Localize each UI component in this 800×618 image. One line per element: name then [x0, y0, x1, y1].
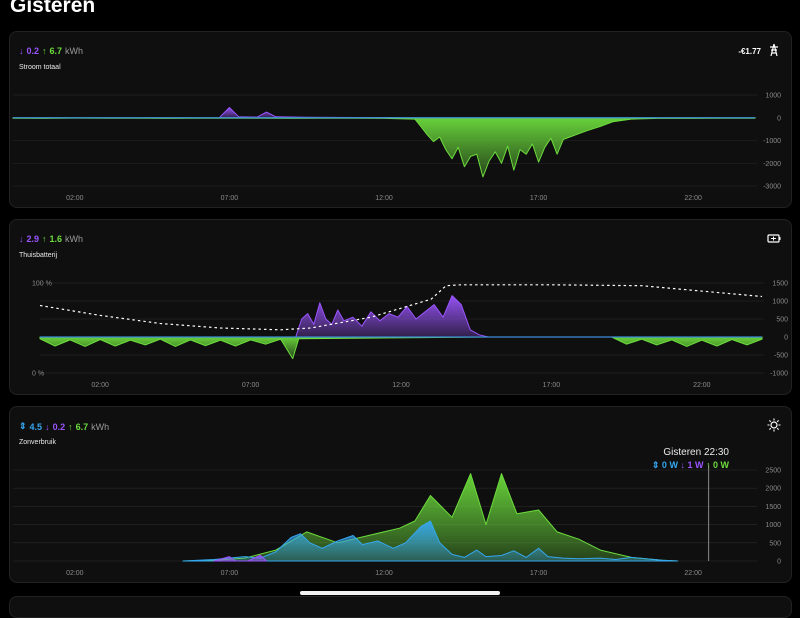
battery-unit: kWh: [65, 234, 84, 244]
x-tick-label: 07:00: [242, 382, 260, 389]
home-indicator[interactable]: [300, 591, 500, 595]
x-tick-label: 02:00: [66, 570, 84, 577]
grid-import-value: 0.2: [26, 46, 40, 56]
import-series-area: [219, 107, 400, 119]
y-tick-label: 0: [777, 559, 781, 566]
y-tick-label: 0: [777, 115, 781, 122]
grid-card[interactable]: ↓ 0.2 ↑ 6.7 kWh Stroom totaal -€1.77 100…: [9, 31, 792, 208]
y-tick-label: -2000: [763, 161, 781, 168]
battery-discharge-value: 1.6: [49, 234, 63, 244]
sun-icon[interactable]: [767, 418, 781, 434]
page-title: Gisteren: [10, 0, 96, 17]
battery-stats: ↓ 2.9 ↑ 1.6 kWh: [19, 234, 83, 244]
tooltip-time: Gisteren 22:30: [663, 447, 729, 458]
y-left-tick-label: 100 %: [32, 281, 52, 288]
solar-import-arrow-icon: ↓: [45, 421, 50, 432]
solar-export-value: 6.7: [75, 421, 89, 432]
y-tick-label: 0: [784, 335, 788, 342]
y-tick-label: -3000: [763, 184, 781, 191]
battery-icon[interactable]: [767, 231, 781, 247]
y-tick-label: -1000: [770, 371, 788, 378]
x-tick-label: 07:00: [221, 570, 239, 577]
solar-unit: kWh: [91, 421, 110, 432]
y-tick-label: 1000: [765, 93, 781, 100]
tooltip-self-use: ⇕ 0 W: [651, 460, 678, 470]
y-tick-label: 500: [776, 317, 788, 324]
import-arrow-icon: ↓: [19, 46, 24, 56]
y-tick-label: 1500: [765, 504, 781, 511]
discharge-arrow-icon: ↑: [42, 234, 47, 244]
charge-arrow-icon: ↓: [19, 234, 24, 244]
battery-charge-value: 2.9: [26, 234, 40, 244]
solar-card-header-right: [767, 418, 781, 434]
x-tick-label: 17:00: [530, 570, 548, 577]
x-tick-label: 22:00: [684, 195, 702, 202]
y-tick-label: 500: [769, 540, 781, 547]
solar-export-arrow-icon: ↑: [68, 421, 73, 432]
solar-chart[interactable]: 2500 2000 1500 1000 500 0 02:00 07:00 12:00 17:00…: [10, 407, 791, 582]
tooltip-export: ↑ 0 W: [705, 460, 729, 470]
battery-card-title: Thuisbatterij: [19, 252, 58, 259]
chart-tooltip: Gisteren 22:30 ⇕ 0 W ↓ 1 W ↑ 0 W: [652, 447, 729, 471]
soc-series-line: [39, 284, 763, 331]
x-tick-label: 07:00: [221, 195, 239, 202]
grid-stats: ↓ 0.2 ↑ 6.7 kWh: [19, 46, 83, 56]
x-tick-label: 22:00: [693, 382, 711, 389]
grid-chart[interactable]: 1000 0 -1000 -2000 -3000 02:00 07:00 12:00 17:00…: [10, 32, 791, 207]
x-tick-label: 12:00: [392, 382, 410, 389]
export-series-area: [12, 117, 756, 178]
power-pylon-icon[interactable]: [767, 43, 781, 59]
self-use-arrow-icon: ⇕: [19, 421, 27, 431]
x-tick-label: 02:00: [91, 382, 109, 389]
battery-card[interactable]: ↓ 2.9 ↑ 1.6 kWh Thuisbatterij 1500 1000 50…: [9, 219, 792, 395]
solar-card-title: Zonverbruik: [19, 439, 56, 446]
solar-stats: ⇕ 4.5 ↓ 0.2 ↑ 6.7 kWh: [19, 421, 109, 432]
battery-card-header-right: [767, 231, 781, 247]
tooltip-import: ↓ 1 W: [680, 460, 704, 470]
solar-self-use-value: 4.5: [29, 421, 43, 432]
grid-cost: -€1.77: [738, 46, 761, 56]
grid-card-header-right: -€1.77: [738, 43, 781, 59]
self_use-series-area: [182, 520, 679, 562]
discharge-series-area: [39, 336, 763, 360]
grid-unit: kWh: [65, 46, 84, 56]
charge-series-area: [295, 295, 489, 338]
export-arrow-icon: ↑: [42, 46, 47, 56]
x-tick-label: 22:00: [684, 570, 702, 577]
grid-card-title: Stroom totaal: [19, 64, 61, 71]
y-tick-label: 2500: [765, 468, 781, 475]
y-tick-label: -1000: [763, 138, 781, 145]
x-tick-label: 17:00: [530, 195, 548, 202]
battery-chart[interactable]: 1500 1000 500 0 -500 -1000 100 % 0 % 02:00 07:00 1…: [10, 220, 791, 394]
import-series-area: [213, 554, 267, 562]
grid-export-value: 6.7: [49, 46, 63, 56]
y-tick-label: -500: [774, 353, 788, 360]
y-tick-label: 2000: [765, 486, 781, 493]
x-tick-label: 12:00: [375, 570, 393, 577]
y-tick-label: 1000: [765, 522, 781, 529]
y-left-tick-label: 0 %: [32, 371, 44, 378]
x-tick-label: 17:00: [543, 382, 561, 389]
solar-import-value: 0.2: [52, 421, 66, 432]
y-tick-label: 1500: [772, 281, 788, 288]
x-tick-label: 02:00: [66, 195, 84, 202]
solar-card[interactable]: ⇕ 4.5 ↓ 0.2 ↑ 6.7 kWh Zonverbruik 2500 20…: [9, 406, 792, 583]
next-card[interactable]: [9, 596, 792, 618]
y-tick-label: 1000: [772, 299, 788, 306]
x-tick-label: 12:00: [375, 195, 393, 202]
